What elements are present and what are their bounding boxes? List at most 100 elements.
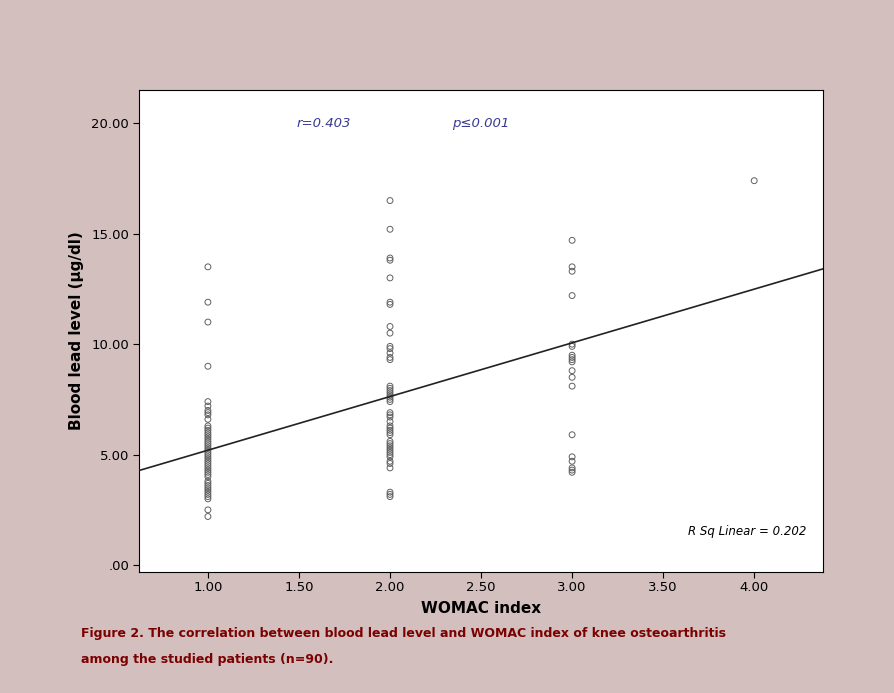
Point: [200, 436, 215, 447]
Point: [564, 462, 578, 473]
Point: [383, 423, 397, 434]
Point: [383, 252, 397, 263]
Point: [200, 410, 215, 421]
Point: [564, 365, 578, 376]
Text: r=0.403: r=0.403: [296, 116, 350, 130]
Point: [383, 489, 397, 500]
Point: [383, 394, 397, 405]
Point: [564, 467, 578, 478]
Point: [383, 436, 397, 447]
Point: [200, 511, 215, 522]
Point: [200, 445, 215, 456]
Point: [200, 407, 215, 418]
Point: [200, 440, 215, 451]
Point: [200, 423, 215, 434]
Point: [383, 347, 397, 358]
Point: [200, 297, 215, 308]
Point: [200, 447, 215, 458]
Point: [200, 458, 215, 469]
Point: [200, 405, 215, 416]
Point: [746, 175, 761, 186]
Point: [200, 442, 215, 453]
Point: [383, 427, 397, 438]
Point: [200, 429, 215, 440]
Point: [564, 354, 578, 365]
Point: [564, 261, 578, 272]
Point: [383, 354, 397, 365]
Point: [383, 416, 397, 427]
Point: [383, 224, 397, 235]
Point: [200, 456, 215, 467]
Point: [200, 464, 215, 475]
Point: [200, 401, 215, 412]
Point: [200, 505, 215, 516]
Point: [200, 489, 215, 500]
Point: [383, 389, 397, 401]
Y-axis label: Blood lead level (μg/dl): Blood lead level (μg/dl): [69, 231, 84, 430]
Point: [383, 449, 397, 460]
Point: [383, 421, 397, 432]
Point: [383, 491, 397, 502]
Point: [200, 491, 215, 502]
Point: [383, 447, 397, 458]
X-axis label: WOMAC index: WOMAC index: [420, 602, 541, 616]
Point: [564, 235, 578, 246]
Point: [383, 195, 397, 206]
Point: [200, 451, 215, 462]
Point: [383, 407, 397, 418]
Point: [383, 486, 397, 498]
Point: [383, 352, 397, 363]
Point: [200, 469, 215, 480]
Point: [200, 471, 215, 482]
Point: [200, 475, 215, 486]
Point: [564, 456, 578, 467]
Point: [383, 380, 397, 392]
Point: [200, 432, 215, 443]
Point: [200, 460, 215, 471]
Point: [564, 290, 578, 301]
Point: [200, 480, 215, 491]
Point: [564, 341, 578, 352]
Point: [383, 442, 397, 453]
Point: [200, 477, 215, 489]
Point: [383, 385, 397, 396]
Point: [383, 440, 397, 451]
Point: [200, 482, 215, 493]
Point: [383, 412, 397, 423]
Point: [383, 410, 397, 421]
Text: p≤0.001: p≤0.001: [452, 116, 509, 130]
Point: [383, 383, 397, 394]
Point: [383, 438, 397, 449]
Point: [383, 429, 397, 440]
Point: [200, 421, 215, 432]
Point: [383, 387, 397, 398]
Point: [200, 427, 215, 438]
Point: [383, 328, 397, 339]
Point: [383, 458, 397, 469]
Point: [200, 361, 215, 372]
Point: [383, 451, 397, 462]
Point: [383, 272, 397, 283]
Point: [564, 371, 578, 383]
Point: [564, 265, 578, 277]
Text: R Sq Linear = 0.202: R Sq Linear = 0.202: [687, 525, 805, 538]
Point: [200, 449, 215, 460]
Point: [383, 343, 397, 354]
Point: [200, 486, 215, 498]
Point: [383, 445, 397, 456]
Point: [200, 438, 215, 449]
Point: [200, 453, 215, 464]
Point: [200, 414, 215, 425]
Point: [200, 462, 215, 473]
Point: [383, 341, 397, 352]
Point: [564, 339, 578, 350]
Point: [383, 462, 397, 473]
Point: [564, 350, 578, 361]
Point: [383, 456, 397, 467]
Point: [383, 321, 397, 332]
Point: [200, 484, 215, 495]
Point: [383, 254, 397, 265]
Point: [564, 451, 578, 462]
Point: [564, 356, 578, 367]
Point: [200, 261, 215, 272]
